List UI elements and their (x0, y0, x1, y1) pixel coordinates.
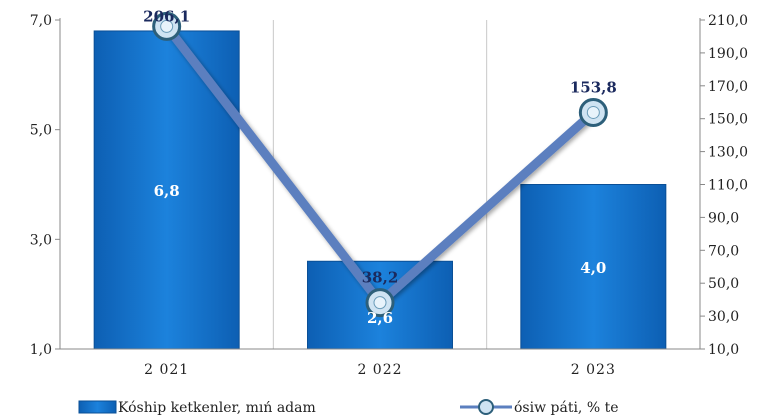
line-value-label: 206,1 (143, 7, 190, 25)
line-value-label: 153,8 (570, 78, 617, 96)
right-tick-label: 90,0 (708, 210, 739, 226)
right-tick-label: 150,0 (708, 112, 748, 128)
category-label: 2 022 (357, 362, 402, 378)
legend-bar-label: Kóship ketkenler, mıń adam (118, 400, 316, 416)
right-tick-label: 70,0 (708, 243, 739, 259)
left-tick-label: 7,0 (30, 13, 52, 29)
left-tick-label: 5,0 (30, 123, 52, 139)
right-tick-label: 30,0 (708, 309, 739, 325)
legend-line-label: ósiw páti, % te (514, 400, 619, 416)
line-marker-center (160, 19, 174, 33)
line-series (152, 11, 608, 318)
legend-line-marker (478, 399, 494, 415)
right-tick-label: 190,0 (708, 46, 748, 62)
line-marker-center (586, 105, 600, 119)
bar-value-label: 4,0 (580, 259, 606, 277)
left-tick-label: 1,0 (30, 342, 52, 358)
legend: Kóship ketkenler, mıń adam ósiw páti, % t… (78, 399, 619, 416)
right-tick-label: 10,0 (708, 342, 739, 358)
line-marker-center (373, 296, 387, 310)
bar-value-label: 2,6 (367, 309, 393, 327)
right-tick-label: 110,0 (708, 178, 748, 194)
left-tick-label: 3,0 (30, 232, 52, 248)
category-label: 2 023 (571, 362, 616, 378)
axes: 1,0 3,0 5,0 7,0 10,0 30,0 50,0 70,0 90,0 110,0 130… (30, 13, 748, 378)
right-tick-label: 130,0 (708, 145, 748, 161)
data-labels: 6,8 2,6 4,0 206,1 38,2 153,8 (143, 7, 617, 327)
category-label: 2 021 (144, 362, 189, 378)
legend-bar-swatch (78, 400, 117, 414)
right-tick-label: 210,0 (708, 13, 748, 29)
right-tick-label: 50,0 (708, 276, 739, 292)
right-tick-label: 170,0 (708, 79, 748, 95)
line-value-label: 38,2 (362, 269, 399, 287)
bar (520, 184, 667, 350)
bar-value-label: 6,8 (154, 182, 180, 200)
